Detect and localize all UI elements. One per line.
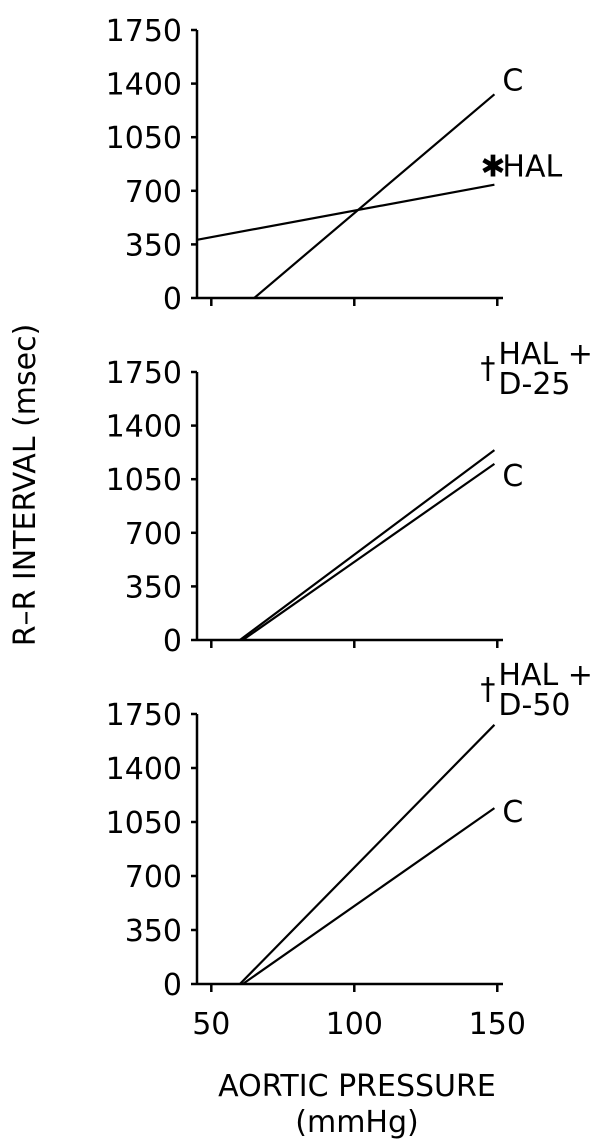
series-line-c bbox=[242, 807, 496, 985]
series-label-line1: HAL + bbox=[498, 658, 592, 693]
series-line-hal-d-50 bbox=[239, 724, 496, 985]
series-line-c bbox=[242, 462, 496, 641]
series-label: C bbox=[502, 795, 523, 830]
x-tick-label: 150 bbox=[469, 1007, 526, 1042]
x-tick-label: 50 bbox=[192, 1007, 230, 1042]
y-tick-label: 1050 bbox=[106, 806, 182, 841]
series-line-c bbox=[253, 93, 496, 299]
y-tick-label: 700 bbox=[125, 860, 182, 895]
series-label: C bbox=[502, 63, 523, 98]
panel-middle: 0 350 700 1050 1400 1750 † HAL +D-25 C bbox=[106, 337, 593, 659]
y-tick-label: 1750 bbox=[106, 356, 182, 391]
series-label: C bbox=[502, 459, 523, 494]
y-tick-label: 1750 bbox=[106, 14, 182, 49]
y-tick-label: 350 bbox=[125, 570, 182, 605]
y-tick-label: 0 bbox=[163, 968, 182, 1003]
y-tick-label: 1400 bbox=[106, 68, 182, 103]
y-tick-label: 700 bbox=[125, 517, 182, 552]
y-tick-label: 1750 bbox=[106, 698, 182, 733]
y-tick-label: 350 bbox=[125, 228, 182, 263]
x-axis-tick-labels: 50 100 150 bbox=[192, 1007, 526, 1042]
series-marker: † bbox=[480, 672, 495, 707]
series-line-hal-d-25 bbox=[239, 449, 496, 641]
y-tick-label: 1050 bbox=[106, 121, 182, 156]
y-tick-label: 1400 bbox=[106, 410, 182, 445]
series-marker: ✱ bbox=[480, 150, 505, 185]
series-label-line1: HAL + bbox=[498, 337, 592, 372]
series-marker: † bbox=[480, 351, 495, 386]
y-tick-label: 0 bbox=[163, 282, 182, 317]
y-tick-label: 1400 bbox=[106, 752, 182, 787]
y-axis-title: R–R INTERVAL (msec) bbox=[8, 324, 43, 647]
panel-bottom: 0 350 700 1050 1400 1750 † HAL +D-50 C bbox=[106, 658, 593, 1003]
series-label-line2: D-50 bbox=[498, 688, 570, 723]
y-tick-label: 350 bbox=[125, 914, 182, 949]
series-label-line2: D-25 bbox=[498, 367, 570, 402]
series-line-hal bbox=[196, 183, 495, 241]
panels: 0 350 700 1050 1400 1750 C ✱HAL 0 350 700 1050 1400 1… bbox=[106, 14, 593, 1003]
x-axis-unit: (mmHg) bbox=[295, 1105, 418, 1140]
series-label: HAL bbox=[502, 150, 562, 185]
y-tick-label: 1050 bbox=[106, 463, 182, 498]
y-tick-label: 700 bbox=[125, 175, 182, 210]
y-tick-label: 0 bbox=[163, 624, 182, 659]
panel-top: 0 350 700 1050 1400 1750 C ✱HAL bbox=[106, 14, 563, 317]
x-tick-label: 100 bbox=[326, 1007, 383, 1042]
x-axis-title: AORTIC PRESSURE bbox=[218, 1069, 496, 1104]
